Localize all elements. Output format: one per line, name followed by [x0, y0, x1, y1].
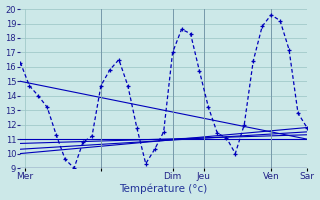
X-axis label: Température (°c): Température (°c) — [120, 184, 208, 194]
